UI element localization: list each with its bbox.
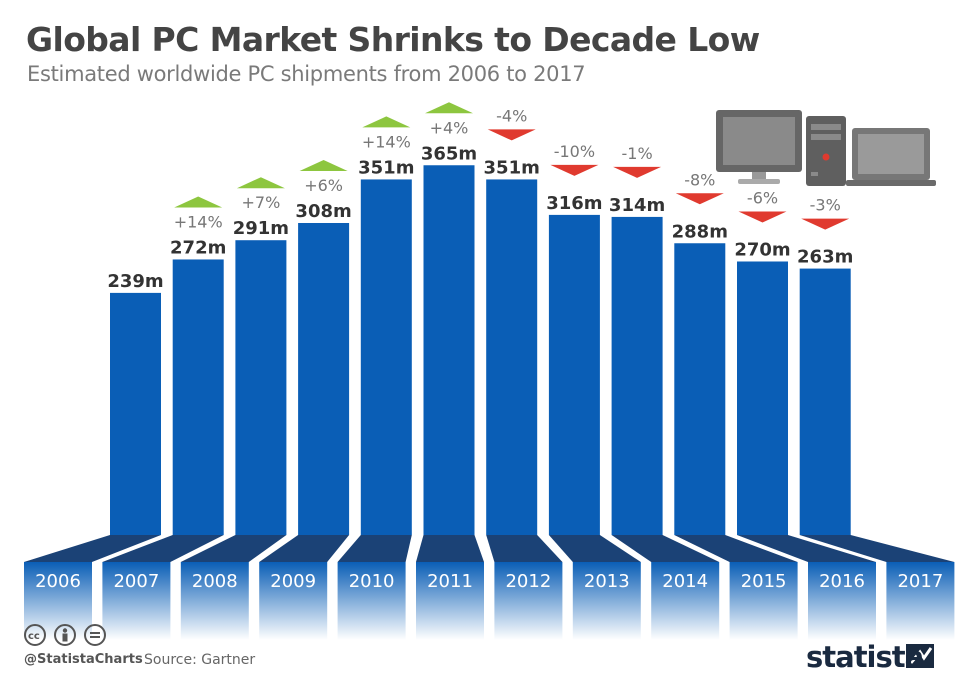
decrease-arrow-2015 (675, 193, 724, 205)
value-label-2011: 365m (421, 143, 477, 164)
tick-label-2010: 2010 (349, 571, 395, 592)
tick-label-2013: 2013 (584, 571, 630, 592)
value-label-2017: 263m (797, 247, 853, 268)
value-label-2015: 288m (672, 221, 728, 242)
license-icons: cc (24, 624, 106, 646)
bar-2006 (110, 292, 161, 535)
bar-2007 (172, 259, 224, 535)
lane-2009 (259, 562, 328, 640)
cc-license-icon: cc (24, 624, 46, 646)
tick-label-2012: 2012 (505, 571, 551, 592)
value-label-2014: 314m (609, 195, 665, 216)
change-label-2011: +4% (430, 118, 469, 137)
cc-nd-icon (84, 624, 106, 646)
laptop-icon (846, 128, 936, 186)
value-label-2012: 351m (484, 157, 540, 178)
value-label-2016: 270m (734, 239, 790, 260)
bar-base-2007 (102, 535, 224, 562)
bar-2014 (611, 216, 663, 535)
brand-name[interactable]: statista (806, 640, 924, 674)
lane-2010 (337, 562, 406, 640)
tick-label-2014: 2014 (662, 571, 708, 592)
change-label-2013: -10% (554, 142, 595, 161)
tick-label-2015: 2015 (741, 571, 787, 592)
lane-2013 (572, 562, 641, 640)
decrease-arrow-2014 (613, 166, 662, 178)
value-label-2007: 272m (170, 237, 226, 258)
bar-base-2011 (416, 535, 484, 562)
cc-by-icon (54, 624, 76, 646)
change-label-2017: -3% (810, 196, 841, 215)
bar-2012 (486, 179, 538, 535)
bar-2013 (548, 214, 600, 535)
bar-2015 (674, 243, 726, 536)
chart-title: Global PC Market Shrinks to Decade Low (26, 20, 760, 59)
lane-2007 (102, 562, 171, 640)
value-label-2010: 351m (358, 157, 414, 178)
value-label-2006: 239m (107, 271, 163, 292)
increase-arrow-2008 (236, 177, 285, 189)
bar-base-2014 (611, 535, 720, 562)
increase-arrow-2010 (362, 116, 411, 128)
change-label-2007: +14% (174, 212, 223, 231)
change-label-2015: -8% (684, 170, 715, 189)
bar-2009 (298, 222, 350, 535)
tick-label-2008: 2008 (192, 571, 238, 592)
change-label-2008: +7% (242, 193, 281, 212)
desktop-monitor-icon (716, 110, 802, 184)
source-note: Source: Gartner (144, 652, 256, 668)
decrease-arrow-2012 (487, 129, 536, 141)
decrease-arrow-2013 (550, 164, 599, 176)
change-label-2009: +6% (304, 176, 343, 195)
lane-2011 (416, 562, 484, 640)
svg-text:cc: cc (28, 631, 40, 640)
tick-label-2006: 2006 (35, 571, 81, 592)
change-label-2016: -6% (747, 188, 778, 207)
bar-base-2012 (486, 535, 563, 562)
bar-2010 (360, 179, 412, 535)
statista-logo-icon (906, 644, 934, 668)
bar-2016 (737, 261, 788, 535)
change-label-2012: -4% (496, 106, 527, 125)
bar-2011 (423, 165, 475, 535)
bar-2008 (235, 240, 287, 536)
chart-subtitle: Estimated worldwide PC shipments from 20… (27, 62, 586, 86)
bar-base-2016 (737, 535, 876, 562)
bar-base-2009 (259, 535, 350, 562)
tick-label-2011: 2011 (427, 571, 473, 592)
tick-label-2009: 2009 (270, 571, 316, 592)
change-label-2010: +14% (362, 132, 411, 151)
bar-base-2008 (180, 535, 287, 562)
value-label-2008: 291m (233, 218, 289, 239)
increase-arrow-2011 (425, 102, 473, 114)
pc-tower-icon (806, 116, 846, 186)
lane-2016 (808, 562, 876, 640)
decrease-arrow-2017 (801, 218, 850, 230)
value-label-2013: 316m (546, 193, 602, 214)
lane-2015 (729, 562, 798, 640)
lane-2012 (494, 562, 563, 640)
tick-label-2017: 2017 (897, 571, 943, 592)
decrease-arrow-2016 (738, 211, 787, 223)
lane-2017 (886, 562, 955, 640)
lane-2014 (651, 562, 720, 640)
bar-base-2015 (674, 535, 798, 562)
increase-arrow-2007 (174, 196, 223, 208)
increase-arrow-2009 (299, 159, 348, 171)
tick-label-2016: 2016 (819, 571, 865, 592)
bar-2017 (799, 268, 851, 535)
tick-label-2007: 2007 (113, 571, 159, 592)
lane-2008 (180, 562, 249, 640)
bar-base-2017 (799, 535, 955, 562)
bar-base-2013 (548, 535, 641, 562)
twitter-handle[interactable]: @StatistaCharts (24, 652, 143, 667)
value-label-2009: 308m (295, 201, 351, 222)
change-label-2014: -1% (622, 144, 653, 163)
bar-base-2006 (24, 535, 161, 562)
bar-base-2010 (337, 535, 412, 562)
